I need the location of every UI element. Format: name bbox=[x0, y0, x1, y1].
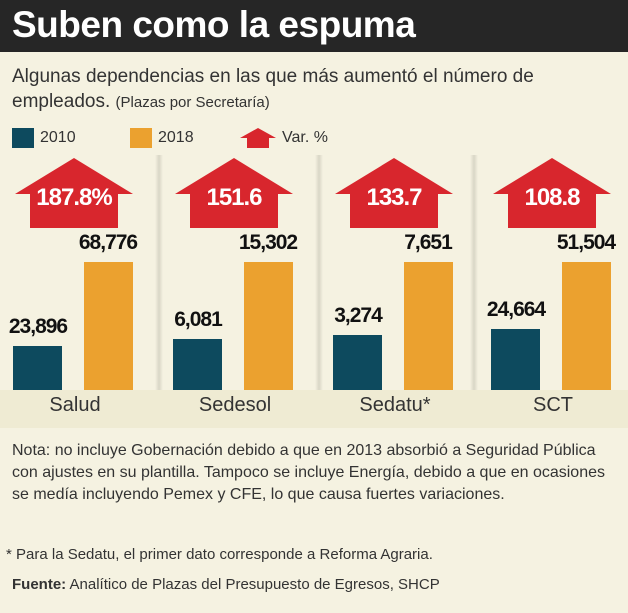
value-label-2010: 23,896 bbox=[8, 314, 68, 338]
bar-2018 bbox=[404, 262, 453, 390]
variation-label: 108.8 bbox=[524, 184, 580, 211]
value-label-2010: 6,081 bbox=[174, 308, 223, 332]
bar-2018 bbox=[84, 262, 133, 390]
subtitle-unit: (Plazas por Secretaría) bbox=[115, 94, 270, 111]
legend-label: 2018 bbox=[158, 129, 194, 147]
category-label: Sedesol bbox=[198, 394, 272, 416]
legend-item-2010: 2010 bbox=[12, 128, 76, 148]
bar-2010 bbox=[333, 335, 382, 390]
variation-arrow-icon bbox=[15, 158, 133, 228]
source: Fuente: Analítico de Plazas del Presupue… bbox=[12, 576, 440, 593]
variation-label: 151.6 bbox=[206, 184, 262, 211]
bar-2018 bbox=[562, 262, 611, 390]
category-label: Sedatu* bbox=[359, 394, 431, 416]
source-label: Fuente: bbox=[12, 576, 67, 593]
bar-2010 bbox=[173, 339, 222, 390]
subtitle: Algunas dependencias en las que más aume… bbox=[12, 64, 622, 115]
value-label-2018: 68,776 bbox=[78, 231, 138, 254]
panel-divider bbox=[155, 155, 163, 390]
panel-divider bbox=[315, 155, 323, 390]
variation-label: 133.7 bbox=[366, 184, 422, 211]
variation-arrow-icon bbox=[335, 158, 453, 228]
title-bar: Suben como la espuma bbox=[0, 0, 628, 52]
bar-2010 bbox=[13, 345, 62, 390]
value-label-2018: 51,504 bbox=[556, 231, 616, 254]
up-arrow-icon bbox=[240, 128, 276, 148]
legend-item-2018: 2018 bbox=[130, 128, 194, 148]
panel-divider bbox=[470, 155, 478, 390]
note: Nota: no incluye Gobernación debido a qu… bbox=[12, 442, 605, 503]
variation-arrow-icon bbox=[493, 158, 611, 228]
legend-label: Var. % bbox=[282, 129, 328, 147]
subtitle-text: Algunas dependencias en las que más aume… bbox=[12, 66, 534, 112]
bar-2018 bbox=[244, 262, 293, 390]
value-label-2018: 15,302 bbox=[238, 231, 298, 254]
value-label-2010: 3,274 bbox=[334, 304, 383, 328]
legend-item-var: Var. % bbox=[240, 128, 328, 148]
source-text: Analítico de Plazas del Presupuesto de E… bbox=[69, 576, 440, 593]
legend-swatch-2018 bbox=[130, 128, 152, 148]
legend-label: 2010 bbox=[40, 129, 76, 147]
variation-arrow-icon bbox=[175, 158, 293, 228]
chart-title: Suben como la espuma bbox=[12, 4, 416, 45]
value-label-2018: 7,651 bbox=[404, 231, 453, 254]
bar-2010 bbox=[491, 328, 540, 390]
variation-label: 187.8% bbox=[36, 184, 112, 211]
category-label: Salud bbox=[49, 394, 101, 416]
category-label: SCT bbox=[533, 394, 573, 416]
category-band bbox=[0, 390, 628, 428]
legend-swatch-2010 bbox=[12, 128, 34, 148]
footnote: * Para la Sedatu, el primer dato corresp… bbox=[6, 546, 433, 563]
value-label-2010: 24,664 bbox=[486, 297, 546, 321]
